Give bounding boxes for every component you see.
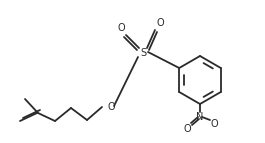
Text: O: O xyxy=(183,124,191,134)
Text: O: O xyxy=(156,18,164,28)
Text: S: S xyxy=(140,48,146,58)
Text: O: O xyxy=(108,102,116,112)
Text: O: O xyxy=(117,23,125,33)
Text: O: O xyxy=(210,119,218,129)
Text: N: N xyxy=(196,112,204,122)
